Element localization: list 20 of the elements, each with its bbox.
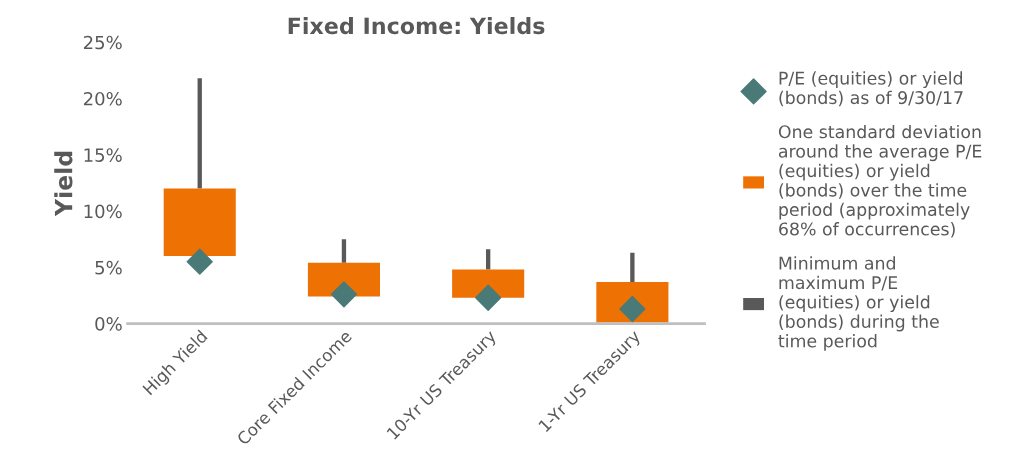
bar bbox=[163, 188, 236, 257]
y-tick-label: 15% bbox=[84, 148, 122, 162]
bar bbox=[486, 249, 491, 270]
point bbox=[330, 281, 358, 308]
y-tick-label: 20% bbox=[83, 91, 122, 106]
bar bbox=[341, 239, 347, 263]
legend-label: One standard deviation around the average P/E (equities) or yield (bonds) over the time period (approximately 68% of occurrences) bbox=[778, 124, 982, 238]
legend-label: Minimum and maximum P/E (equities) or yield (bonds) during the time period bbox=[778, 256, 939, 351]
point bbox=[186, 248, 213, 275]
legend-label: P/E (equities) or yield (bonds) as of 9/30/17 bbox=[779, 71, 963, 107]
bar bbox=[197, 78, 202, 189]
point bbox=[475, 284, 502, 311]
y-axis-title: Yield bbox=[54, 151, 73, 217]
y-tick-label: 25% bbox=[83, 35, 122, 50]
y-tick-label: 0% bbox=[95, 317, 122, 331]
bar bbox=[630, 252, 635, 282]
y-tick-label: 5% bbox=[95, 260, 122, 275]
y-tick-label: 10% bbox=[84, 204, 122, 219]
bar bbox=[452, 269, 525, 298]
chart-title: Fixed Income: Yields bbox=[288, 16, 545, 35]
